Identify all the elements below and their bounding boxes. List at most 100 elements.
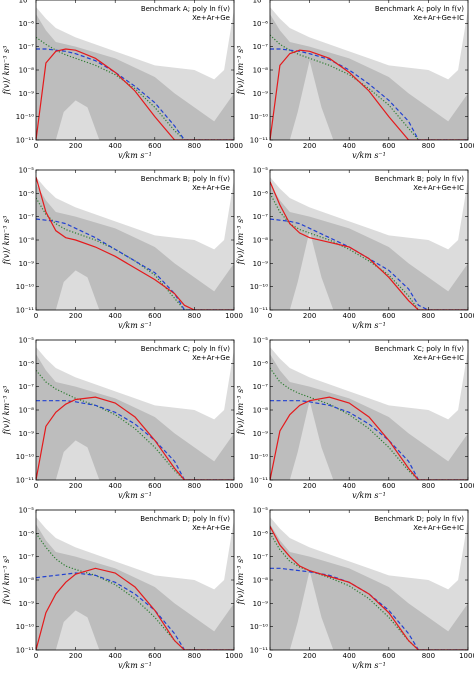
y-axis-label: f(v)/ km⁻³ s³: [236, 556, 245, 606]
panel-b-ic: 0 200 400 600 800 1000 10⁻¹¹ 10⁻¹⁰ 10⁻⁹ 10⁻⁸ 10⁻⁷ 1…: [236, 167, 474, 331]
y-tick-label: 10⁻¹⁰: [16, 113, 34, 121]
panel-title: Benchmark C; poly ln f(v): [141, 345, 231, 353]
x-tick-label: 0: [268, 312, 272, 320]
x-tick-label: 200: [303, 652, 316, 660]
panel-c-ic: 0 200 400 600 800 1000 10⁻¹¹ 10⁻¹⁰ 10⁻⁹ 10⁻⁸ 10⁻⁷ 1…: [236, 337, 474, 501]
y-tick-label: 10⁻⁸: [19, 237, 35, 245]
panel-title: Benchmark D; poly ln f(v): [374, 515, 464, 523]
y-tick-label: 10⁻¹¹: [16, 477, 34, 485]
y-tick-label: 10⁻⁹: [253, 90, 269, 98]
y-tick-label: 10⁻¹⁰: [250, 113, 268, 121]
x-tick-label: 0: [268, 482, 272, 490]
true-line: [36, 396, 234, 480]
panel-title: Benchmark D; poly ln f(v): [140, 515, 230, 523]
band-gap: [289, 570, 334, 650]
panel-subtitle: Xe+Ar+Ge: [192, 14, 230, 22]
x-tick-label: 200: [69, 142, 82, 150]
y-tick-label: 10⁻¹¹: [16, 137, 34, 145]
y-axis-label: f(v)/ km⁻³ s³: [2, 386, 11, 436]
panel-title: Benchmark B; poly ln f(v): [375, 175, 464, 183]
y-tick-label: 10⁻⁹: [19, 430, 35, 438]
y-tick-label: 10⁻⁹: [253, 430, 269, 438]
y-tick-label: 10⁻¹¹: [16, 647, 34, 655]
x-axis-label: v/km s⁻¹: [118, 491, 152, 500]
x-tick-label: 800: [422, 652, 435, 660]
band-gap: [289, 60, 334, 140]
panel-subtitle: Xe+Ar+Ge: [192, 184, 230, 192]
x-tick-label: 400: [343, 312, 356, 320]
x-axis-label: v/km s⁻¹: [352, 321, 386, 330]
panel-subtitle: Xe+Ar+Ge+IC: [413, 524, 464, 532]
y-tick-label: 10⁻¹⁰: [16, 623, 34, 631]
true-line: [36, 567, 234, 650]
y-tick-label: 10⁻⁷: [253, 213, 269, 221]
y-tick-label: 10⁻⁹: [19, 90, 35, 98]
panel-a: 0 200 400 600 800 1000 10⁻¹¹ 10⁻¹⁰ 10⁻⁹ 10⁻⁸ 10⁻⁷ 1…: [2, 0, 243, 160]
y-axis-label: f(v)/ km⁻³ s³: [236, 46, 245, 96]
x-tick-label: 600: [148, 312, 161, 320]
x-tick-label: 1000: [459, 142, 474, 150]
x-tick-label: 200: [69, 652, 82, 660]
x-tick-label: 200: [303, 482, 316, 490]
y-tick-label: 10⁻⁹: [253, 600, 269, 608]
dashed-line: [270, 400, 468, 480]
x-tick-label: 0: [34, 652, 38, 660]
x-tick-label: 800: [422, 312, 435, 320]
dotted-line: [270, 533, 468, 650]
x-tick-label: 400: [109, 142, 122, 150]
panel-title: Benchmark B; poly ln f(v): [141, 175, 230, 183]
y-tick-label: 10⁻⁷: [253, 383, 269, 391]
x-tick-label: 0: [34, 142, 38, 150]
x-axis-label: v/km s⁻¹: [118, 321, 152, 330]
x-tick-label: 0: [34, 312, 38, 320]
x-tick-label: 200: [69, 482, 82, 490]
x-axis-label: v/km s⁻¹: [352, 151, 386, 160]
y-axis-label: f(v)/ km⁻³ s³: [2, 216, 11, 266]
x-tick-label: 800: [188, 652, 201, 660]
x-tick-label: 200: [69, 312, 82, 320]
true-line: [270, 49, 468, 140]
y-tick-label: 10⁻¹¹: [250, 307, 268, 315]
band-gap: [55, 270, 100, 310]
y-tick-label: 10⁻¹¹: [250, 477, 268, 485]
dotted-line: [36, 197, 234, 310]
panel-title: Benchmark A; poly ln f(v): [141, 5, 230, 13]
dashed-line: [36, 572, 234, 650]
y-tick-label: 10⁻¹⁰: [250, 283, 268, 291]
y-tick-label: 10⁻⁷: [19, 383, 35, 391]
y-tick-label: 10⁻⁹: [19, 260, 35, 268]
y-axis-label: f(v)/ km⁻³ s³: [2, 556, 11, 606]
y-tick-label: 10⁻⁷: [19, 43, 35, 51]
x-tick-label: 0: [34, 482, 38, 490]
y-axis-label: f(v)/ km⁻³ s³: [2, 46, 11, 96]
x-tick-label: 400: [109, 652, 122, 660]
x-tick-label: 0: [268, 142, 272, 150]
panel-subtitle: Xe+Ar+Ge+IC: [413, 184, 464, 192]
x-tick-label: 200: [303, 142, 316, 150]
panel-title: Benchmark C; poly ln f(v): [375, 345, 465, 353]
panel-title: Benchmark A; poly ln f(v): [375, 5, 464, 13]
y-tick-label: 10⁻⁵: [253, 167, 269, 175]
x-tick-label: 1000: [459, 312, 474, 320]
y-tick-label: 10⁻⁸: [19, 407, 35, 415]
panel-a-ic: 0 200 400 600 800 1000 10⁻¹¹ 10⁻¹⁰ 10⁻⁹ 10⁻⁸ 10⁻⁷ 1…: [236, 0, 474, 160]
x-tick-label: 400: [109, 482, 122, 490]
y-tick-label: 10⁻⁸: [253, 407, 269, 415]
x-tick-label: 800: [188, 142, 201, 150]
true-line: [270, 396, 468, 480]
y-tick-label: 10⁻¹⁰: [250, 453, 268, 461]
true-line: [270, 526, 468, 650]
x-tick-label: 600: [148, 142, 161, 150]
x-axis-label: v/km s⁻¹: [118, 151, 152, 160]
x-tick-label: 400: [343, 652, 356, 660]
x-tick-label: 600: [148, 482, 161, 490]
y-tick-label: 10⁻⁷: [253, 43, 269, 51]
panel-c: 0 200 400 600 800 1000 10⁻¹¹ 10⁻¹⁰ 10⁻⁹ 10⁻⁸ 10⁻⁷ 1…: [2, 337, 243, 501]
y-tick-label: 10⁻¹⁰: [250, 623, 268, 631]
x-tick-label: 1000: [459, 652, 474, 660]
band-gap: [55, 610, 100, 650]
panel-b: 0 200 400 600 800 1000 10⁻¹¹ 10⁻¹⁰ 10⁻⁹ 10⁻⁸ 10⁻⁷ 1…: [2, 167, 243, 331]
y-tick-label: 10⁻¹¹: [250, 137, 268, 145]
y-tick-label: 10⁻⁵: [19, 167, 35, 175]
y-tick-label: 10⁻¹⁰: [16, 453, 34, 461]
